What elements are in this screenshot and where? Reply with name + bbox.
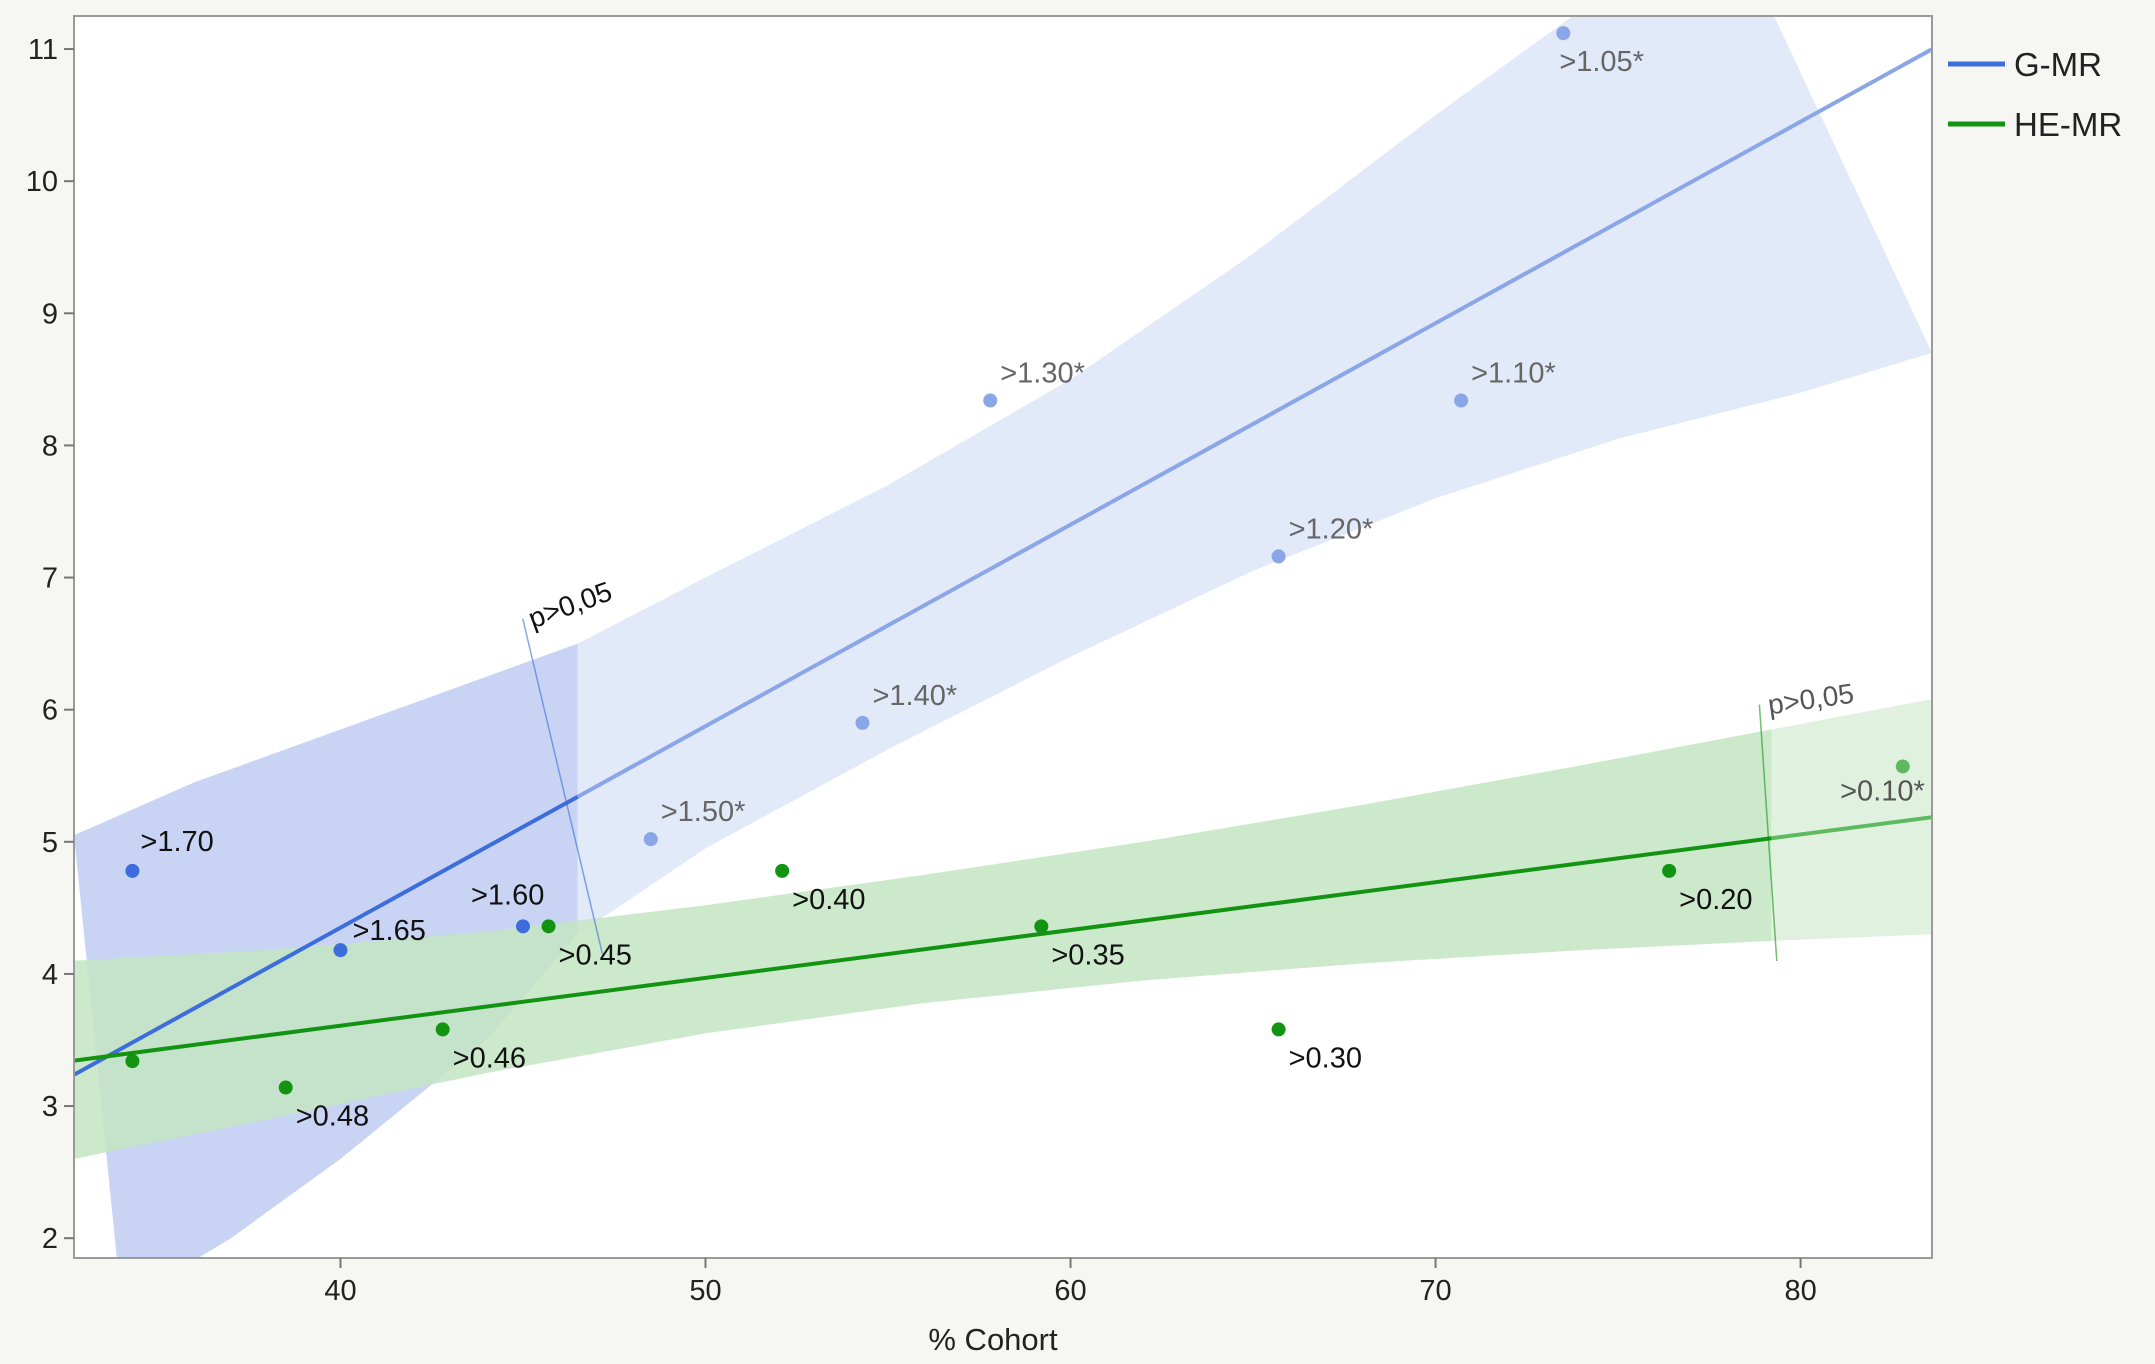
data-point-he-mr bbox=[1662, 863, 1677, 878]
y-tick-label: 11 bbox=[28, 34, 58, 66]
y-tick-label: 2 bbox=[42, 1223, 58, 1255]
legend-label-he-mr: HE-MR bbox=[2014, 106, 2122, 143]
point-label-g-mr: >1.05* bbox=[1559, 46, 1644, 78]
data-point-he-mr bbox=[541, 919, 556, 934]
x-tick-label: 80 bbox=[1784, 1275, 1816, 1307]
point-label-g-mr: >1.70 bbox=[140, 826, 213, 858]
data-point-g-mr bbox=[855, 715, 870, 730]
point-label-he-mr: >0.45 bbox=[559, 939, 632, 971]
y-tick-label: 10 bbox=[26, 166, 58, 198]
x-axis-title: % Cohort bbox=[928, 1322, 1058, 1357]
data-point-g-mr bbox=[515, 919, 530, 934]
data-point-he-mr bbox=[1034, 919, 1049, 934]
y-tick-label: 9 bbox=[42, 298, 58, 330]
fit-line-g-mr bbox=[74, 794, 579, 1077]
point-label-he-mr: >0.20 bbox=[1679, 884, 1752, 916]
significance-boundary-he-mr bbox=[1758, 704, 1778, 961]
data-point-he-mr bbox=[775, 863, 790, 878]
point-label-g-mr: >1.60 bbox=[471, 879, 544, 911]
data-point-he-mr bbox=[435, 1022, 450, 1037]
data-point-g-mr bbox=[643, 832, 658, 847]
y-tick-label: 5 bbox=[42, 827, 58, 859]
plot-frame bbox=[73, 15, 1933, 1259]
confidence-band-light-he-mr bbox=[1771, 699, 1932, 941]
point-label-g-mr: >1.10* bbox=[1471, 357, 1556, 389]
point-label-he-mr: >0.35 bbox=[1051, 939, 1124, 971]
fit-line-light-g-mr bbox=[576, 47, 1932, 799]
point-label-g-mr: >1.65 bbox=[352, 915, 425, 947]
fit-line-he-mr bbox=[74, 836, 1772, 1063]
x-tick-label: 70 bbox=[1419, 1275, 1451, 1307]
y-tick-label: 7 bbox=[42, 563, 58, 595]
point-label-he-mr: >0.10* bbox=[1840, 775, 1925, 807]
data-point-g-mr bbox=[1556, 26, 1571, 41]
point-label-g-mr: >1.30* bbox=[1000, 357, 1085, 389]
data-point-g-mr bbox=[1454, 393, 1469, 408]
data-point-g-mr bbox=[1271, 549, 1286, 564]
point-label-he-mr: >0.48 bbox=[296, 1101, 369, 1133]
legend-label-g-mr: G-MR bbox=[2014, 46, 2102, 83]
data-point-g-mr bbox=[333, 943, 348, 958]
data-point-he-mr bbox=[1271, 1022, 1286, 1037]
confidence-band-he-mr bbox=[74, 729, 1772, 1159]
point-label-g-mr: >1.50* bbox=[661, 796, 746, 828]
y-tick-label: 4 bbox=[42, 959, 58, 991]
point-label-he-mr: >0.40 bbox=[792, 884, 865, 916]
point-label-he-mr: >0.30 bbox=[1289, 1042, 1362, 1074]
point-label-g-mr: >1.40* bbox=[872, 680, 957, 712]
data-point-he-mr bbox=[125, 1054, 140, 1069]
data-point-he-mr bbox=[1895, 759, 1910, 774]
fit-line-light-he-mr bbox=[1771, 815, 1932, 841]
point-label-he-mr: >0.46 bbox=[453, 1042, 526, 1074]
y-tick-label: 8 bbox=[42, 430, 58, 462]
confidence-band-light-g-mr bbox=[577, 16, 1932, 935]
data-point-g-mr bbox=[125, 863, 140, 878]
x-tick-label: 60 bbox=[1054, 1275, 1086, 1307]
x-tick-label: 40 bbox=[324, 1275, 356, 1307]
data-point-g-mr bbox=[983, 393, 998, 408]
y-tick-label: 3 bbox=[42, 1091, 58, 1123]
x-tick-label: 50 bbox=[689, 1275, 721, 1307]
significance-boundary-g-mr bbox=[522, 618, 604, 955]
data-point-he-mr bbox=[278, 1080, 293, 1095]
legend: G-MR HE-MR bbox=[1948, 46, 2122, 143]
point-label-g-mr: >1.20* bbox=[1289, 513, 1374, 545]
y-tick-label: 6 bbox=[42, 695, 58, 727]
